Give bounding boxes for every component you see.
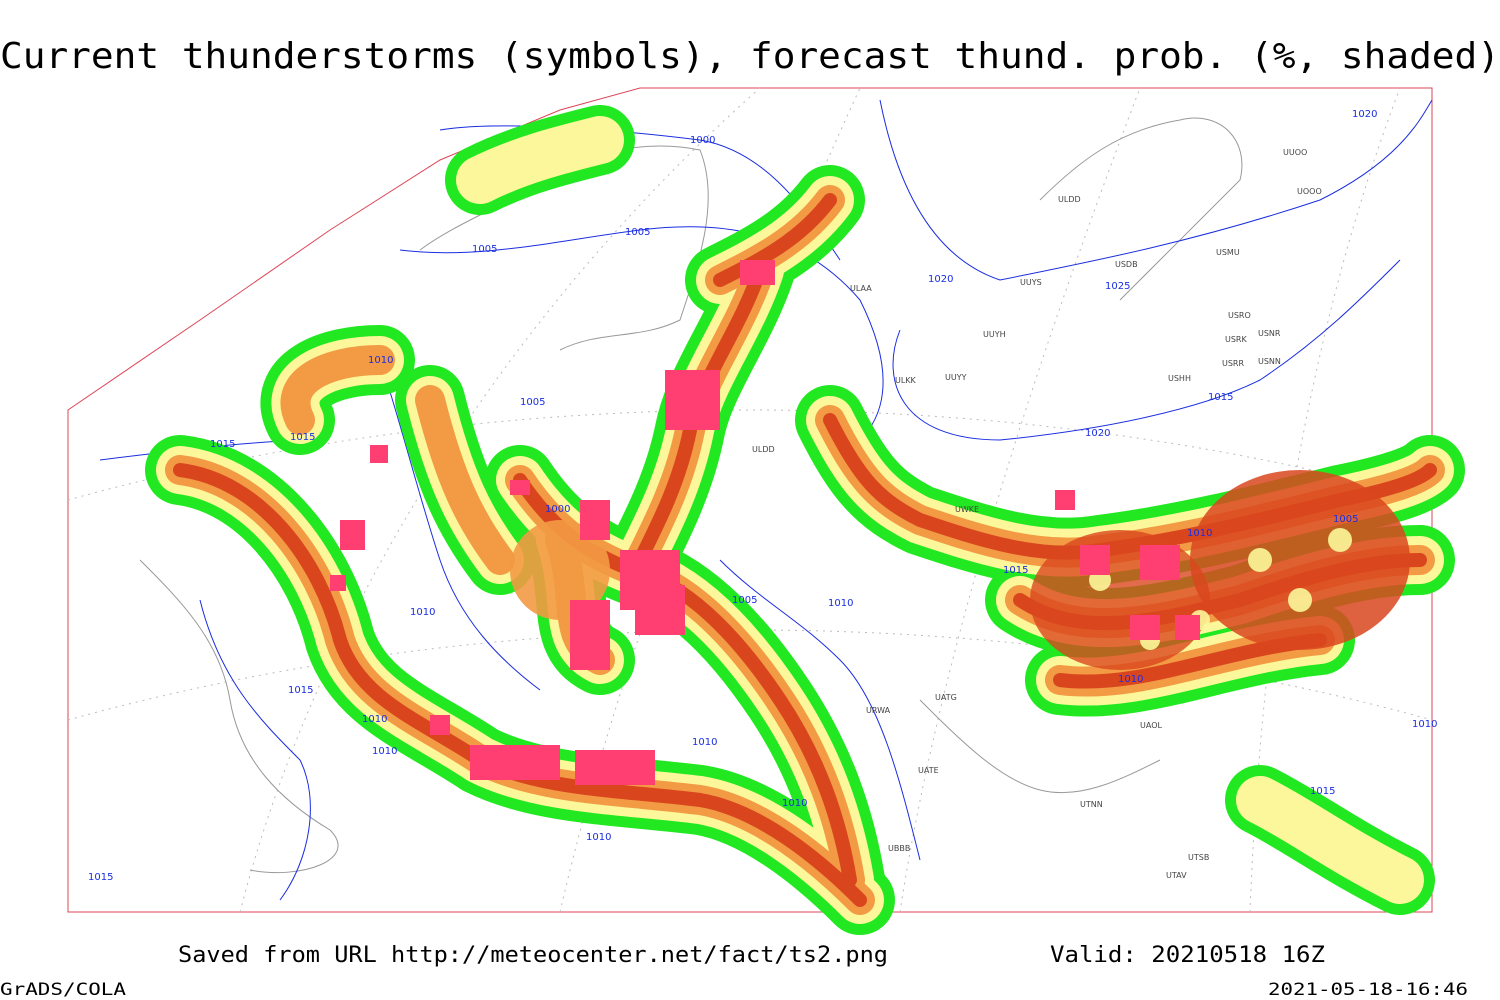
isobar-label: 1010 [1118,674,1143,685]
isobar-label: 1020 [1352,109,1377,120]
valid-time: Valid: 20210518 16Z [1050,943,1325,968]
isobar-label: 1010 [586,832,611,843]
station-label: UOOO [1297,187,1322,196]
station-label: UATE [918,766,939,775]
software-credit: GrADS/COLA [0,980,126,1000]
station-label: UUOO [1283,148,1307,157]
station-label: UBBB [888,844,910,853]
isobar-label: 1025 [1105,281,1130,292]
isobar-label: 1005 [732,595,757,606]
isobar-label: 1005 [625,227,650,238]
station-label: UATG [935,693,957,702]
isobar-label: 1000 [545,504,570,515]
station-label: USDB [1115,260,1138,269]
isobar-label: 1005 [1333,514,1358,525]
isobar-labels: 1000 1005 1005 1005 1010 1015 1015 1000 … [88,109,1437,883]
station-label: ULAA [850,284,872,293]
isobar-label: 1015 [288,685,313,696]
station-label: USMU [1216,248,1240,257]
isobar-label: 1000 [690,135,715,146]
isobar-label: 1015 [210,439,235,450]
station-label: USNR [1258,329,1281,338]
timestamp: 2021-05-18-16:46 [1268,980,1468,1000]
station-label: USHH [1168,374,1191,383]
isobar-label: 1020 [928,274,953,285]
station-label: ULKK [895,376,917,385]
isobar-label: 1010 [368,355,393,366]
chart-title: Current thunderstorms (symbols), forecas… [0,36,1500,77]
station-label: URWA [866,706,891,715]
isobar-label: 1010 [782,798,807,809]
isobar-label: 1020 [1085,428,1110,439]
station-label: UUYY [945,373,967,382]
station-label: UUYS [1020,278,1042,287]
station-label: UAOL [1140,721,1162,730]
station-label: ULDD [752,445,775,454]
station-label: ULDD [1058,195,1081,204]
isobar-label: 1010 [828,598,853,609]
isobar-label: 1010 [1187,528,1212,539]
station-label: UUYH [983,330,1006,339]
station-label: UTNN [1080,800,1103,809]
thunderstorm-symbols [330,260,1200,785]
isobar-label: 1015 [1003,565,1028,576]
station-label: UTAV [1166,871,1187,880]
isobar-label: 1015 [88,872,113,883]
station-label: USRO [1228,311,1251,320]
station-label: USNN [1258,357,1281,366]
isobar-label: 1015 [290,432,315,443]
isobar-label: 1005 [472,244,497,255]
isobar-label: 1010 [692,737,717,748]
isobar-label: 1010 [362,714,387,725]
station-label: UWKE [955,505,979,514]
station-label: UTSB [1188,853,1209,862]
station-label: USRK [1225,335,1247,344]
isobar-label: 1005 [520,397,545,408]
source-url: Saved from URL http://meteocenter.net/fa… [178,943,888,968]
station-label: USRR [1222,359,1244,368]
isobar-label: 1015 [1310,786,1335,797]
isobar-label: 1015 [1208,392,1233,403]
isobar-label: 1010 [372,746,397,757]
station-labels: ULDD USDB USMU UUYS UUYH UUYY ULKK USHH … [752,148,1322,880]
isobar-label: 1010 [410,607,435,618]
isobar-label: 1010 [1412,719,1437,730]
